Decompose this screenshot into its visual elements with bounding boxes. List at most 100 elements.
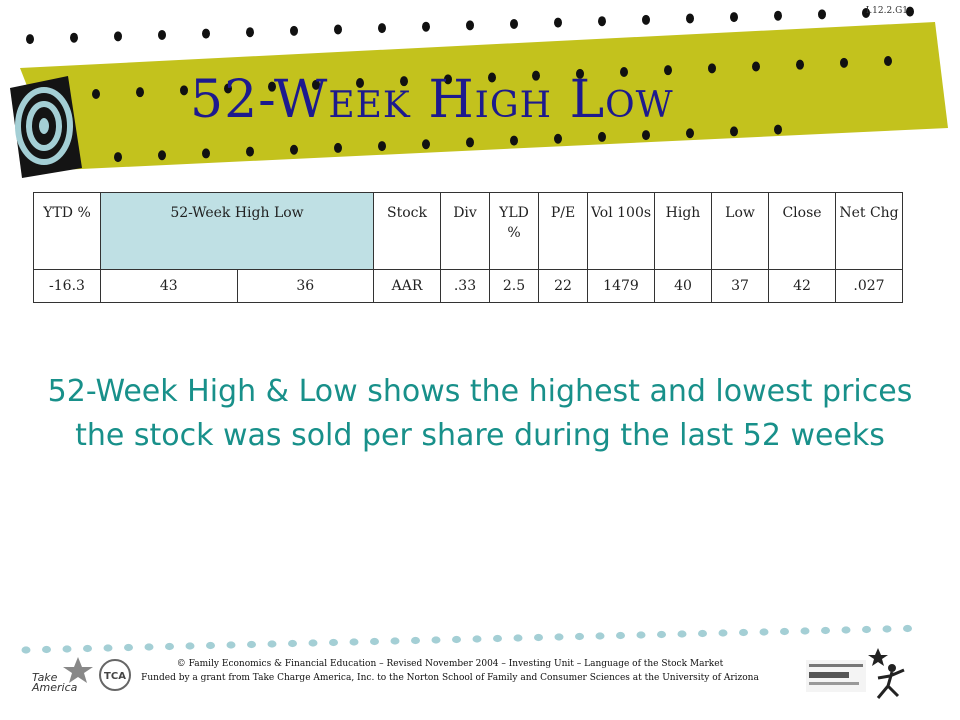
banner-dot: [378, 141, 386, 152]
footer-dot: [83, 644, 92, 653]
footer-text: © Family Economics & Financial Education…: [100, 657, 800, 685]
university-of-arizona-logo: [806, 660, 866, 692]
tca-logo: TCA: [99, 659, 131, 691]
cell-52-low: 36: [236, 269, 374, 303]
banner-dot: [466, 137, 474, 148]
footer-dot: [144, 643, 154, 651]
footer-dot: [903, 624, 912, 633]
banner-dot: [488, 72, 496, 83]
footer-dot: [493, 634, 502, 643]
footer-dot: [862, 625, 871, 634]
footer-dot: [575, 632, 584, 641]
banner-dot: [202, 28, 210, 39]
footer-dot: [554, 633, 564, 641]
footer-dot: [206, 641, 215, 650]
banner-dot: [422, 21, 430, 32]
banner-dot: [158, 150, 166, 161]
banner-dot: [796, 59, 804, 70]
footer-dot: [657, 630, 666, 639]
banner-dot: [510, 18, 518, 29]
footer-dot: [800, 627, 810, 635]
footer-dot: [513, 634, 523, 642]
header-ytd: YTD %: [33, 192, 101, 270]
footer-dot: [698, 629, 707, 638]
banner-dot: [422, 139, 430, 150]
banner-dot: [818, 9, 826, 20]
cell-low: 37: [711, 269, 769, 303]
banner-dot: [730, 126, 738, 137]
footer-dot: [390, 637, 400, 645]
footer-dot: [62, 645, 72, 653]
banner-dot: [642, 130, 650, 141]
banner-dot: [686, 128, 694, 139]
cell-ytd: -16.3: [33, 269, 101, 303]
banner-dot: [246, 146, 254, 157]
footer-dot: [308, 639, 318, 647]
footer-dot: [370, 637, 379, 646]
footer-dot: [780, 627, 789, 636]
banner-dot: [730, 12, 738, 23]
banner-dot: [290, 144, 298, 155]
footer-dot: [103, 644, 113, 652]
footer-dot: [124, 643, 133, 652]
footer-dot: [431, 636, 441, 644]
footer-dot: [185, 642, 195, 650]
svg-text:America: America: [31, 681, 78, 693]
footer-dot: [718, 629, 728, 637]
banner-dot: [840, 57, 848, 68]
banner-dot: [378, 23, 386, 34]
banner-dot: [598, 131, 606, 142]
banner-dot: [708, 63, 716, 74]
banner-dot: [598, 16, 606, 27]
banner-dot: [554, 133, 562, 144]
footer-dot: [411, 636, 420, 645]
table-header-row: YTD % 52-Week High Low Stock Div YLD % P…: [33, 192, 903, 270]
footer-dot: [882, 625, 892, 633]
banner-dot: [290, 25, 298, 36]
footer-dot: [841, 626, 851, 634]
footer-dot: [226, 641, 236, 649]
footer-dot: [247, 640, 256, 649]
header-div: Div: [440, 192, 490, 270]
banner-dot: [334, 142, 342, 153]
cell-vol: 1479: [587, 269, 655, 303]
banner-dot: [510, 135, 518, 146]
footer-dot: [534, 633, 543, 642]
banner-dot: [26, 34, 34, 45]
footer-dot: [636, 631, 646, 639]
stock-table: YTD % 52-Week High Low Stock Div YLD % P…: [33, 192, 903, 303]
banner-dot: [620, 67, 628, 77]
table-row: -16.3 43 36 AAR .33 2.5 22 1479 40 37 42…: [33, 269, 903, 303]
footer-dot: [677, 630, 687, 638]
footer-dot: [349, 638, 359, 646]
header-vol: Vol 100s: [587, 192, 655, 270]
cell-yld: 2.5: [489, 269, 539, 303]
cell-close: 42: [768, 269, 836, 303]
footer-dot: [821, 626, 830, 635]
svg-text:Take: Take: [32, 671, 58, 684]
footer-dot: [165, 642, 174, 651]
page-title: 52-Week High Low: [190, 70, 674, 130]
description-text: 52-Week High & Low shows the highest and…: [47, 374, 913, 453]
take-charge-america-logo: Take America: [31, 657, 93, 693]
banner-dot: [774, 124, 782, 135]
banner-dot: [92, 89, 100, 99]
banner-dot: [554, 17, 562, 28]
footer-dotted-rule: [21, 624, 912, 654]
banner-dot: [642, 14, 650, 25]
header-close: Close: [768, 192, 836, 270]
banner-dot: [400, 76, 408, 87]
banner-dot: [114, 152, 122, 163]
footer-dot: [452, 635, 461, 644]
svg-text:TCA: TCA: [104, 671, 126, 682]
header-stock: Stock: [373, 192, 441, 270]
footer-dot: [288, 639, 297, 648]
banner-dot: [444, 74, 452, 85]
footer-dot: [42, 645, 51, 654]
banner-dot: [202, 148, 210, 159]
cell-div: .33: [440, 269, 490, 303]
banner-dot: [862, 7, 870, 18]
banner-dot: [312, 79, 320, 90]
cell-high: 40: [654, 269, 712, 303]
cell-pe: 22: [538, 269, 588, 303]
